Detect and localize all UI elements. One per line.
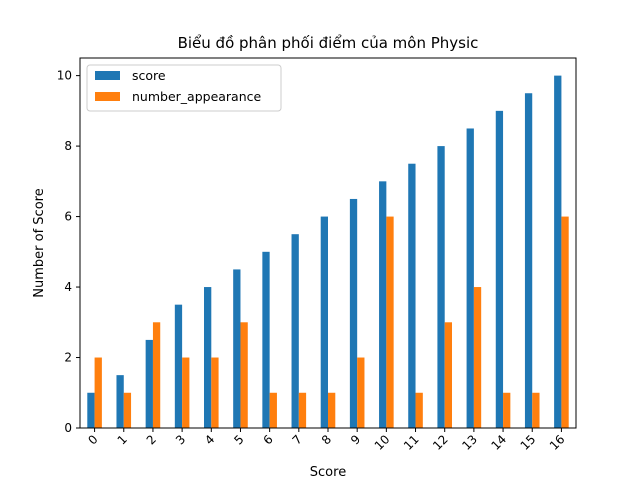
bar-score-1 (116, 375, 124, 428)
bar-score-4 (204, 287, 212, 428)
y-tick-label: 0 (64, 421, 72, 435)
y-tick-label: 6 (64, 210, 72, 224)
bar-number-appearance-4 (211, 357, 219, 428)
bar-score-16 (554, 75, 562, 428)
bar-number-appearance-6 (269, 392, 277, 428)
bar-score-3 (174, 304, 183, 428)
bar-score-0 (87, 392, 95, 428)
bar-score-7 (291, 234, 299, 428)
bar-score-15 (524, 93, 533, 428)
bar-score-2 (145, 339, 153, 428)
bar-number-appearance-5 (240, 322, 248, 428)
bar-number-appearance-11 (415, 392, 423, 428)
bar-number-appearance-3 (182, 357, 190, 428)
bar-score-9 (349, 198, 358, 428)
y-tick-label: 4 (64, 280, 72, 294)
legend-label-score: score (132, 68, 166, 83)
plot-frame (79, 57, 577, 429)
bar-score-10 (379, 181, 387, 428)
y-axis-label: Number of Score (32, 188, 47, 297)
bar-number-appearance-12 (444, 322, 452, 428)
bar-number-appearance-15 (532, 392, 540, 428)
bar-number-appearance-8 (328, 392, 336, 428)
x-axis-label: Score (310, 465, 346, 480)
y-axis-ticks: 0 2 4 6 8 10 (57, 69, 80, 435)
bar-score-14 (495, 110, 504, 428)
y-tick-label: 8 (64, 139, 72, 153)
bar-score-6 (262, 251, 270, 428)
legend: score number_appearance (86, 64, 282, 112)
bar-score-11 (408, 163, 416, 428)
bar-number-appearance-9 (357, 357, 365, 428)
legend-label-number-appearance: number_appearance (132, 89, 262, 104)
bar-score-5 (233, 269, 241, 428)
bar-number-appearance-1 (123, 392, 132, 428)
bar-number-appearance-13 (473, 287, 482, 428)
chart-title: Biểu đồ phân phối điểm của môn Physic (178, 34, 479, 52)
bars-group (87, 75, 569, 428)
bar-number-appearance-10 (386, 216, 394, 428)
legend-swatch-number-appearance (95, 92, 120, 101)
legend-box (86, 64, 282, 112)
bar-number-appearance-14 (503, 392, 511, 428)
bar-score-8 (320, 216, 328, 428)
bar-score-13 (466, 128, 474, 428)
bar-number-appearance-7 (298, 392, 307, 428)
bar-number-appearance-16 (561, 216, 569, 428)
bar-score-12 (437, 146, 445, 428)
bar-number-appearance-0 (94, 357, 102, 428)
legend-swatch-score (95, 71, 120, 80)
y-tick-label: 10 (57, 69, 72, 83)
bar-number-appearance-2 (152, 322, 161, 428)
y-tick-label: 2 (64, 351, 72, 365)
